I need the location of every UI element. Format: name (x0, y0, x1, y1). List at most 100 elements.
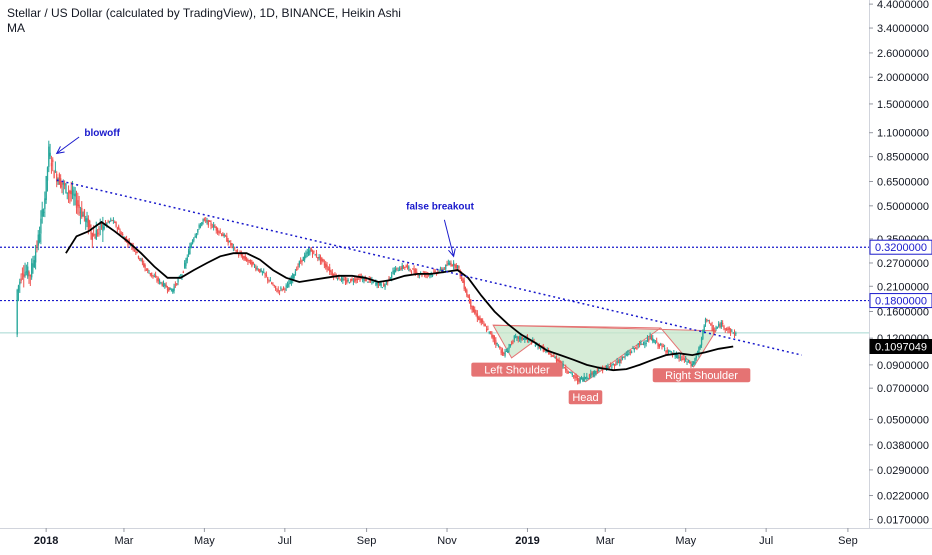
candle-body (90, 228, 92, 235)
candle-body (211, 226, 214, 228)
candle-body (272, 284, 274, 286)
candle-body (369, 280, 372, 282)
candle-body (650, 336, 653, 341)
candle-body (305, 253, 307, 258)
candle-body (693, 362, 695, 364)
candle-body (594, 370, 596, 374)
candle-body (223, 234, 225, 237)
candle-body (675, 354, 678, 358)
candle-body (665, 350, 667, 353)
candle-body (137, 256, 140, 259)
candle-body (255, 267, 257, 270)
candle-body (133, 249, 136, 251)
time-tick-label: May (194, 535, 215, 547)
candle-body (339, 279, 341, 281)
candle-body (29, 275, 32, 277)
candle-body (489, 331, 492, 334)
candle-body (318, 257, 320, 259)
candle-body (259, 268, 261, 273)
candle-body (396, 267, 398, 269)
candle-body (342, 278, 344, 281)
candle-body (352, 280, 355, 282)
candle-body (119, 230, 121, 234)
candle-body (65, 183, 67, 193)
candle-body (67, 190, 70, 194)
candle-body (412, 268, 414, 270)
candle-body (116, 228, 119, 230)
candle-body (156, 279, 158, 281)
candle-body (447, 262, 450, 265)
candle-body (281, 289, 283, 291)
candle-body (290, 278, 293, 284)
annotation-label: false breakout (406, 202, 474, 213)
candle-body (103, 226, 105, 229)
candle-body (83, 209, 86, 218)
candle-body (288, 283, 290, 288)
candle-body (582, 378, 584, 382)
candle-body (433, 271, 435, 273)
candle-body (496, 343, 498, 345)
candle-body (674, 354, 676, 357)
candle-body (468, 297, 471, 303)
candle-body (85, 218, 87, 222)
candle-body (418, 274, 421, 276)
candle-body (557, 359, 559, 362)
candle-body (574, 375, 576, 379)
candle-body (402, 266, 405, 268)
candle-body (155, 275, 157, 278)
candle-body (580, 377, 583, 379)
candle-body (681, 358, 683, 360)
time-tick-label: 2019 (515, 535, 539, 547)
price-tick-label: 0.0900000 (877, 360, 929, 372)
candle-body (598, 370, 600, 372)
candle-body (333, 273, 335, 278)
candle-body (652, 338, 654, 342)
candle-body (182, 271, 184, 273)
candle-body (733, 332, 736, 336)
price-tick-label: 0.0290000 (877, 465, 929, 477)
candle-body (31, 263, 33, 278)
candle-body (128, 240, 130, 242)
candle-body (372, 281, 374, 284)
candle-body (94, 237, 96, 239)
candle-body (728, 327, 730, 330)
candle-body (654, 342, 657, 344)
candle-body (347, 279, 349, 281)
candle-body (629, 351, 632, 353)
candle-body (148, 272, 150, 274)
candle-body (590, 373, 592, 378)
candle-body (687, 360, 690, 362)
candle-body (401, 265, 403, 270)
candle-body (499, 346, 501, 348)
candle-body (491, 333, 493, 338)
candle-body (379, 282, 381, 285)
candle-body (25, 271, 28, 273)
candle-body (219, 231, 221, 233)
candle-body (649, 335, 651, 340)
candle-body (194, 235, 196, 238)
candle-body (718, 324, 720, 327)
candle-body (691, 363, 693, 366)
candle-body (215, 226, 217, 231)
candle-body (24, 272, 26, 276)
candle-body (35, 251, 37, 263)
price-axis-label-text: 0.3200000 (875, 242, 927, 254)
candle-body (19, 281, 21, 285)
candle-body (722, 322, 724, 325)
candle-body (472, 305, 475, 313)
candle-body (471, 305, 473, 310)
candle-body (501, 348, 504, 356)
candle-body (242, 255, 244, 259)
candle-body (321, 257, 323, 262)
candle-body (107, 221, 109, 223)
price-axis-label-text: 0.1097049 (875, 342, 927, 354)
candle-body (699, 345, 701, 348)
candle-body (216, 228, 219, 233)
candle-body (429, 274, 431, 276)
time-tick-label: Sep (357, 535, 377, 547)
candle-body (579, 377, 581, 382)
candle-body (483, 323, 485, 325)
candle-body (166, 288, 169, 291)
